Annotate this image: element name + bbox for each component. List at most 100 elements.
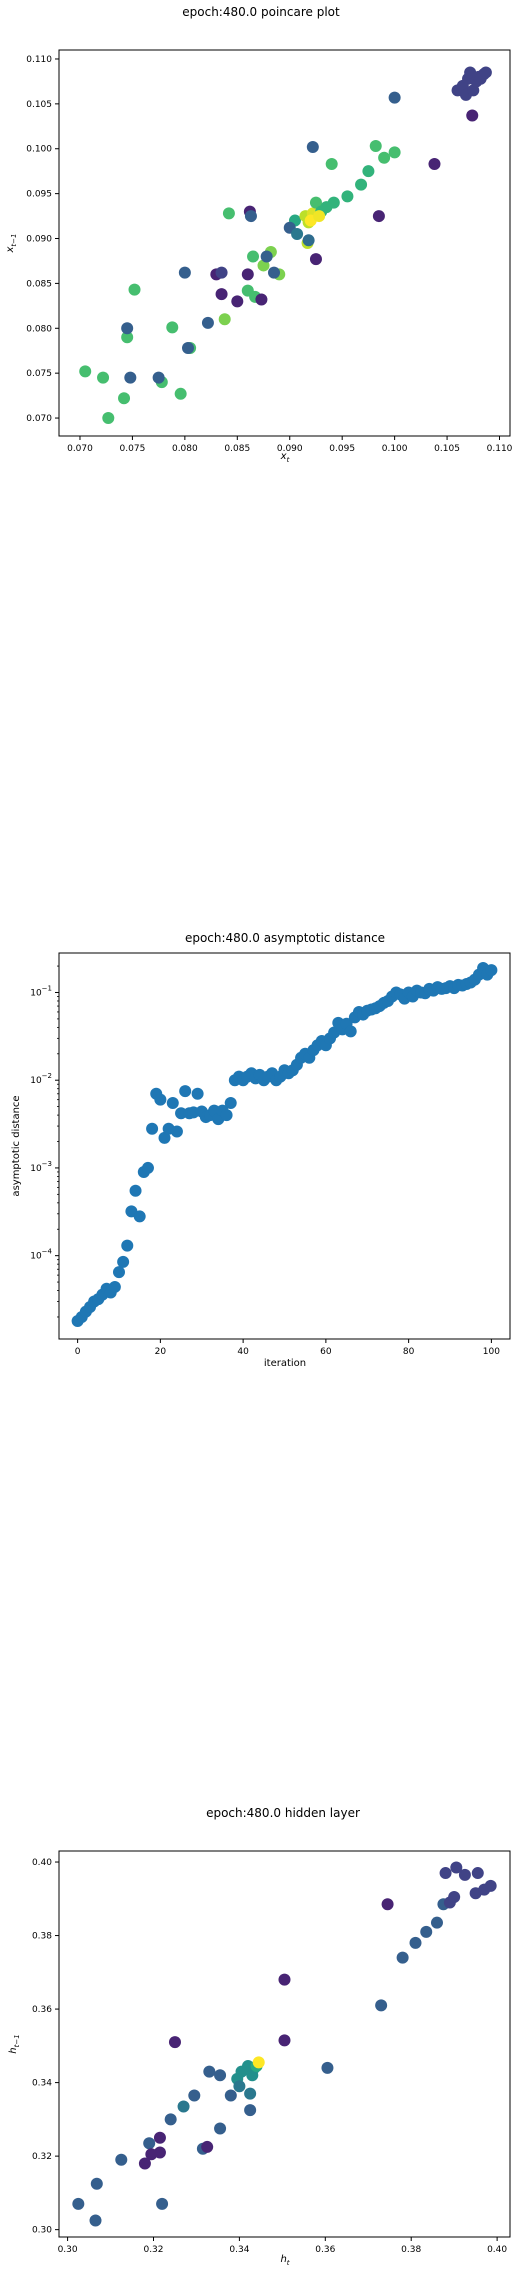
- scatter-point: [231, 295, 244, 308]
- y-tick-label: 10−2: [30, 1072, 52, 1086]
- x-axis-label: iteration: [264, 1358, 306, 1369]
- scatter-point: [138, 2157, 151, 2170]
- scatter-point: [448, 1890, 461, 1903]
- x-tick-label: 40: [237, 1347, 249, 1357]
- scatter-point: [170, 1125, 183, 1138]
- y-tick-label: 0.075: [26, 369, 52, 379]
- scatter-point: [224, 1096, 237, 1109]
- scatter-point: [388, 146, 401, 159]
- scatter-point: [302, 234, 315, 247]
- x-axis-label: ht: [280, 2254, 289, 2267]
- scatter-point: [168, 2036, 181, 2049]
- y-tick-label: 0.100: [26, 145, 52, 155]
- plot-area: [58, 1850, 511, 2238]
- x-tick-label: 0.100: [382, 444, 408, 454]
- scatter-point: [378, 151, 391, 164]
- scatter-point: [182, 342, 195, 355]
- scatter-point: [166, 321, 179, 334]
- scatter-point: [309, 253, 322, 266]
- scatter-point: [218, 313, 231, 326]
- scatter-point: [362, 165, 375, 178]
- scatter-point: [102, 412, 115, 425]
- x-tick-label: 0.110: [487, 444, 513, 454]
- scatter-point: [381, 1898, 394, 1911]
- y-axis-label: asymptotic distance: [11, 1095, 22, 1196]
- scatter-point: [344, 1025, 357, 1038]
- scatter-point: [214, 2069, 227, 2082]
- y-tick-label: 0.085: [26, 279, 52, 289]
- scatter-point: [153, 2146, 166, 2159]
- scatter-point: [450, 1861, 463, 1874]
- scatter-point: [458, 1868, 471, 1881]
- scatter-point: [244, 2104, 257, 2117]
- x-ticks: 0 20 40 60 80 100: [75, 1339, 500, 1357]
- scatter-point: [133, 1210, 146, 1223]
- x-tick-label: 0.070: [67, 444, 93, 454]
- x-tick-label: 80: [403, 1347, 415, 1357]
- x-tick-label: 0.32: [143, 2245, 163, 2255]
- scatter-point: [164, 2113, 177, 2126]
- x-tick-label: 0.30: [58, 2245, 78, 2255]
- scatter-point: [355, 178, 368, 191]
- scatter-point: [175, 1107, 188, 1120]
- y-tick-label: 0.38: [32, 1932, 52, 1942]
- scatter-point: [321, 2061, 334, 2074]
- y-tick-label: 0.34: [32, 2079, 52, 2089]
- y-ticks: 0.30 0.32 0.34 0.36 0.38 0.40: [32, 1858, 59, 2236]
- hidden-layer-chart: epoch:480.0 hidden layer 0.30 0.32 0.34 0.3…: [0, 1780, 522, 2269]
- scatter-point: [154, 1093, 167, 1106]
- hidden-layer-svg: epoch:480.0 hidden layer 0.30 0.32 0.34 0.3…: [8, 1806, 511, 2267]
- x-tick-label: 0.085: [224, 444, 250, 454]
- x-tick-label: 60: [320, 1347, 332, 1357]
- scatter-point: [224, 2089, 237, 2102]
- plot-area: [58, 952, 511, 1340]
- scatter-point: [215, 288, 228, 301]
- scatter-point: [201, 2140, 214, 2153]
- scatter-point: [141, 1161, 154, 1174]
- chart-title: epoch:480.0 poincare plot: [182, 5, 340, 19]
- y-axis-label: xt−1: [5, 234, 18, 254]
- scatter-point: [89, 2214, 102, 2227]
- y-tick-label: 0.110: [26, 55, 52, 65]
- scatter-point: [372, 210, 385, 223]
- scatter-point: [156, 2197, 169, 2210]
- y-tick-label: 0.090: [26, 235, 52, 245]
- scatter-point: [388, 91, 401, 104]
- y-tick-label: 0.36: [32, 2005, 52, 2015]
- scatter-point: [233, 2080, 246, 2093]
- scatter-point: [241, 268, 254, 281]
- scatter-point: [409, 1936, 422, 1949]
- scatter-point: [396, 1951, 409, 1964]
- chart-title: epoch:480.0 hidden layer: [206, 1806, 360, 1820]
- scatter-point: [179, 1085, 192, 1098]
- scatter-point: [375, 1999, 388, 2012]
- scatter-point: [268, 266, 281, 279]
- y-tick-label: 10−3: [30, 1160, 52, 1174]
- scatter-point: [203, 2065, 216, 2078]
- scatter-point: [117, 1255, 130, 1268]
- scatter-point: [79, 365, 92, 378]
- scatter-point: [108, 1280, 121, 1293]
- scatter-point: [146, 1122, 159, 1135]
- y-ticks: 0.070 0.075 0.080 0.085 0.090 0.095 0.100 0.105…: [26, 55, 59, 424]
- scatter-point: [309, 196, 322, 209]
- scatter-point: [97, 371, 110, 384]
- scatter-point: [178, 266, 191, 279]
- scatter-point: [260, 250, 273, 263]
- x-tick-label: 0.105: [434, 444, 460, 454]
- x-tick-label: 0.40: [487, 2245, 507, 2255]
- scatter-point: [112, 1266, 125, 1279]
- y-tick-label: 0.40: [32, 1858, 52, 1868]
- scatter-point: [471, 1867, 484, 1880]
- y-ticks: 10−4 10−3 10−2 10−1: [30, 965, 59, 1318]
- x-axis-label: xt: [280, 451, 290, 464]
- scatter-point: [143, 2137, 156, 2150]
- scatter-point: [222, 207, 235, 220]
- scatter-point: [313, 210, 326, 223]
- y-tick-label: 10−1: [30, 984, 52, 998]
- scatter-point: [118, 392, 131, 405]
- scatter-point: [220, 1109, 233, 1122]
- scatter-point: [325, 158, 338, 171]
- scatter-point: [177, 2100, 190, 2113]
- y-tick-label: 0.105: [26, 100, 52, 110]
